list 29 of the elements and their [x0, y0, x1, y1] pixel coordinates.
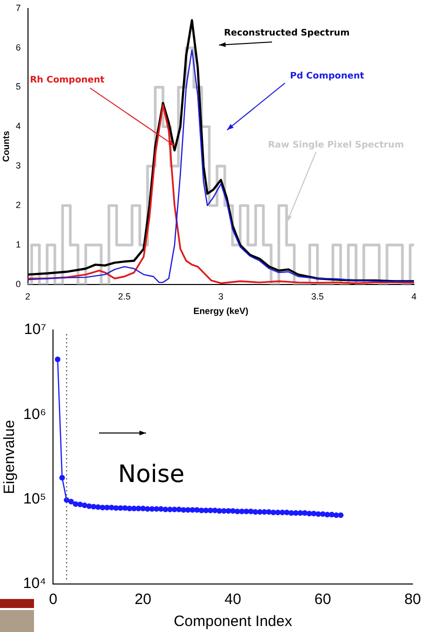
y-tick-label: 2 — [16, 200, 21, 210]
y-tick-label: 0 — [16, 278, 21, 289]
text: Pd Component — [290, 71, 365, 82]
x-tick-label: 80 — [404, 591, 421, 608]
y-tick-label: 5 — [16, 82, 21, 92]
y-tick-label: 6 — [16, 42, 21, 52]
y-tick-label: 4 — [16, 121, 21, 132]
x-tick-label: 60 — [314, 591, 332, 608]
x-tick-label: 4 — [411, 291, 417, 302]
text: Reconstructed Spectrum — [224, 28, 350, 38]
y-tick-label: 3 — [16, 160, 21, 171]
y-tick-label: 10⁵ — [23, 490, 46, 508]
x-tick-label: 40 — [224, 591, 242, 608]
y-tick-label: 1 — [16, 239, 21, 250]
x-tick-label: 2.5 — [118, 291, 131, 302]
y-tick-label: 10⁷ — [24, 321, 46, 338]
y-tick-label: 7 — [16, 2, 21, 13]
y-axis-title: Eigenvalue — [1, 420, 18, 494]
annotation: Noise — [118, 460, 185, 488]
x-tick-label: 20 — [134, 591, 152, 608]
x-tick-label: 3.5 — [311, 291, 324, 302]
x-tick-label: 0 — [48, 591, 58, 608]
y-tick-label: 10⁶ — [23, 406, 46, 423]
x-axis-title: Component Index — [174, 613, 293, 630]
y-tick-label: 10⁴ — [22, 575, 46, 592]
y-axis-title: Counts — [0, 130, 11, 162]
text: Rh Component — [30, 75, 106, 86]
x-tick-label: 3 — [218, 291, 224, 302]
x-axis-title: Energy (keV) — [193, 306, 248, 316]
